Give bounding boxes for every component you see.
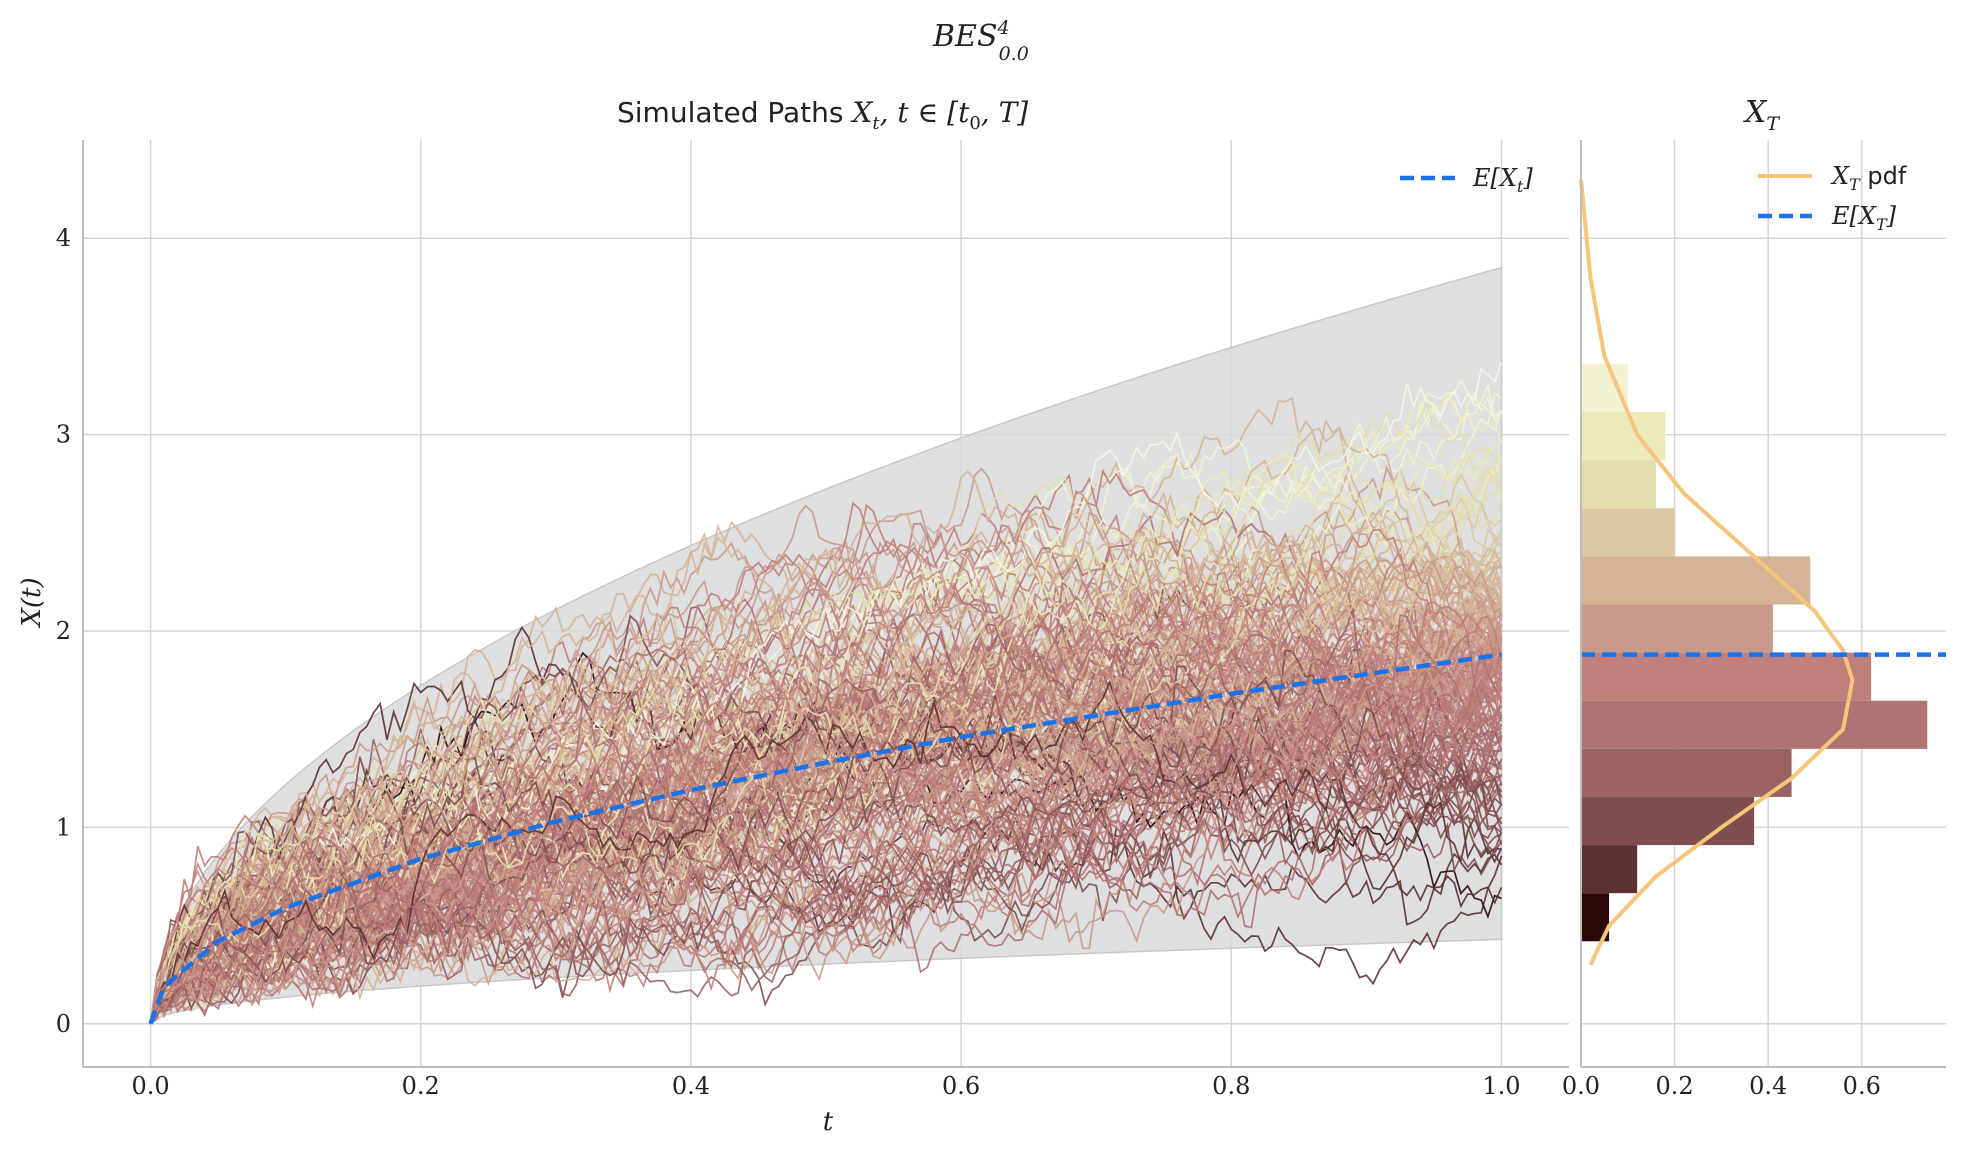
terminal-panel: 0.0 0.2 0.4 0.6 XT pdf E[XT] [1562, 140, 1946, 1100]
histogram-bar [1581, 604, 1773, 653]
histogram-bar [1581, 796, 1755, 846]
terminal-title: XT [1743, 95, 1780, 135]
simulated-path [149, 551, 1502, 1025]
simulated-path [149, 467, 1503, 1024]
legend-mean-label: E[Xt] [1472, 164, 1533, 196]
terminal-xticks: 0.0 0.2 0.4 0.6 [1562, 1072, 1881, 1100]
x-tick-label: 0.4 [672, 1072, 710, 1100]
paths-title: Simulated Paths Xt, t ∈ [t0, T] [617, 96, 1028, 134]
figure-suptitle: BES4 0.0 [932, 17, 1029, 65]
simulated-path [149, 489, 1502, 1025]
simulated-path [149, 678, 1503, 1025]
simulated-path [149, 553, 1503, 1025]
legend-terminal-mean-label: E[XT] [1831, 202, 1897, 234]
x-tick-label: 1.0 [1482, 1072, 1520, 1100]
side-x-tick-label: 0.6 [1843, 1072, 1881, 1100]
simulated-path [149, 639, 1503, 1025]
terminal-histogram [1581, 363, 1928, 942]
y-tick-label: 1 [56, 813, 71, 841]
simulated-path [149, 637, 1503, 1025]
simulated-path [149, 558, 1502, 1024]
simulated-path [149, 615, 1503, 1025]
histogram-bar [1581, 363, 1628, 413]
simulated-path [149, 596, 1503, 1024]
paths-axes [82, 140, 1569, 1068]
histogram-bar [1581, 556, 1811, 605]
x-tick-label: 0.0 [131, 1072, 169, 1100]
simulated-path [149, 470, 1503, 1024]
simulated-path [149, 536, 1503, 1024]
simulated-path [149, 656, 1502, 1025]
mean-curve [148, 652, 1502, 1025]
histogram-bar [1581, 508, 1675, 557]
y-tick-label: 0 [56, 1010, 71, 1038]
paths-legend: E[Xt] [1400, 164, 1533, 196]
simulated-path [149, 679, 1503, 1025]
pdf-curve [1579, 179, 1855, 966]
histogram-bar [1581, 652, 1872, 701]
x-tick-label: 0.8 [1212, 1072, 1250, 1100]
histogram-bar [1581, 748, 1792, 797]
paths-panel: 0.0 0.2 0.4 0.6 0.8 1.0 0 1 2 3 4 t X(t) E[Xt] [17, 140, 1569, 1137]
paths-xlabel: t [823, 1107, 834, 1137]
side-x-tick-label: 0.0 [1562, 1072, 1600, 1100]
simulated-path [149, 528, 1503, 1025]
simulated-path [149, 630, 1503, 1025]
simulated-path [149, 468, 1503, 1025]
x-tick-label: 0.6 [942, 1072, 980, 1100]
y-tick-label: 3 [56, 421, 71, 449]
x-tick-label: 0.2 [402, 1072, 440, 1100]
paths-yticks: 0 1 2 3 4 [56, 224, 71, 1038]
paths-ylabel: X(t) [17, 577, 47, 628]
terminal-axes [1580, 140, 1946, 1068]
histogram-bar [1581, 845, 1638, 894]
simulated-path [149, 665, 1502, 1025]
simulated-path [149, 655, 1502, 1025]
simulated-path [149, 676, 1503, 1024]
simulated-path [149, 547, 1503, 1025]
histogram-bar [1581, 460, 1656, 509]
paths-xticks: 0.0 0.2 0.4 0.6 0.8 1.0 [131, 1072, 1520, 1100]
simulated-path [149, 613, 1503, 1024]
terminal-legend: XT pdf E[XT] [1758, 162, 1907, 234]
legend-pdf-label: XT pdf [1830, 162, 1907, 194]
simulated-path [149, 695, 1503, 1025]
side-x-tick-label: 0.4 [1749, 1072, 1787, 1100]
simulated-path [149, 600, 1503, 1024]
histogram-bar [1581, 700, 1928, 749]
suptitle-sub: 0.0 [999, 43, 1029, 65]
suptitle-sup: 4 [997, 17, 1010, 39]
side-x-tick-label: 0.2 [1656, 1072, 1694, 1100]
y-tick-label: 4 [56, 224, 71, 252]
y-tick-label: 2 [56, 617, 71, 645]
